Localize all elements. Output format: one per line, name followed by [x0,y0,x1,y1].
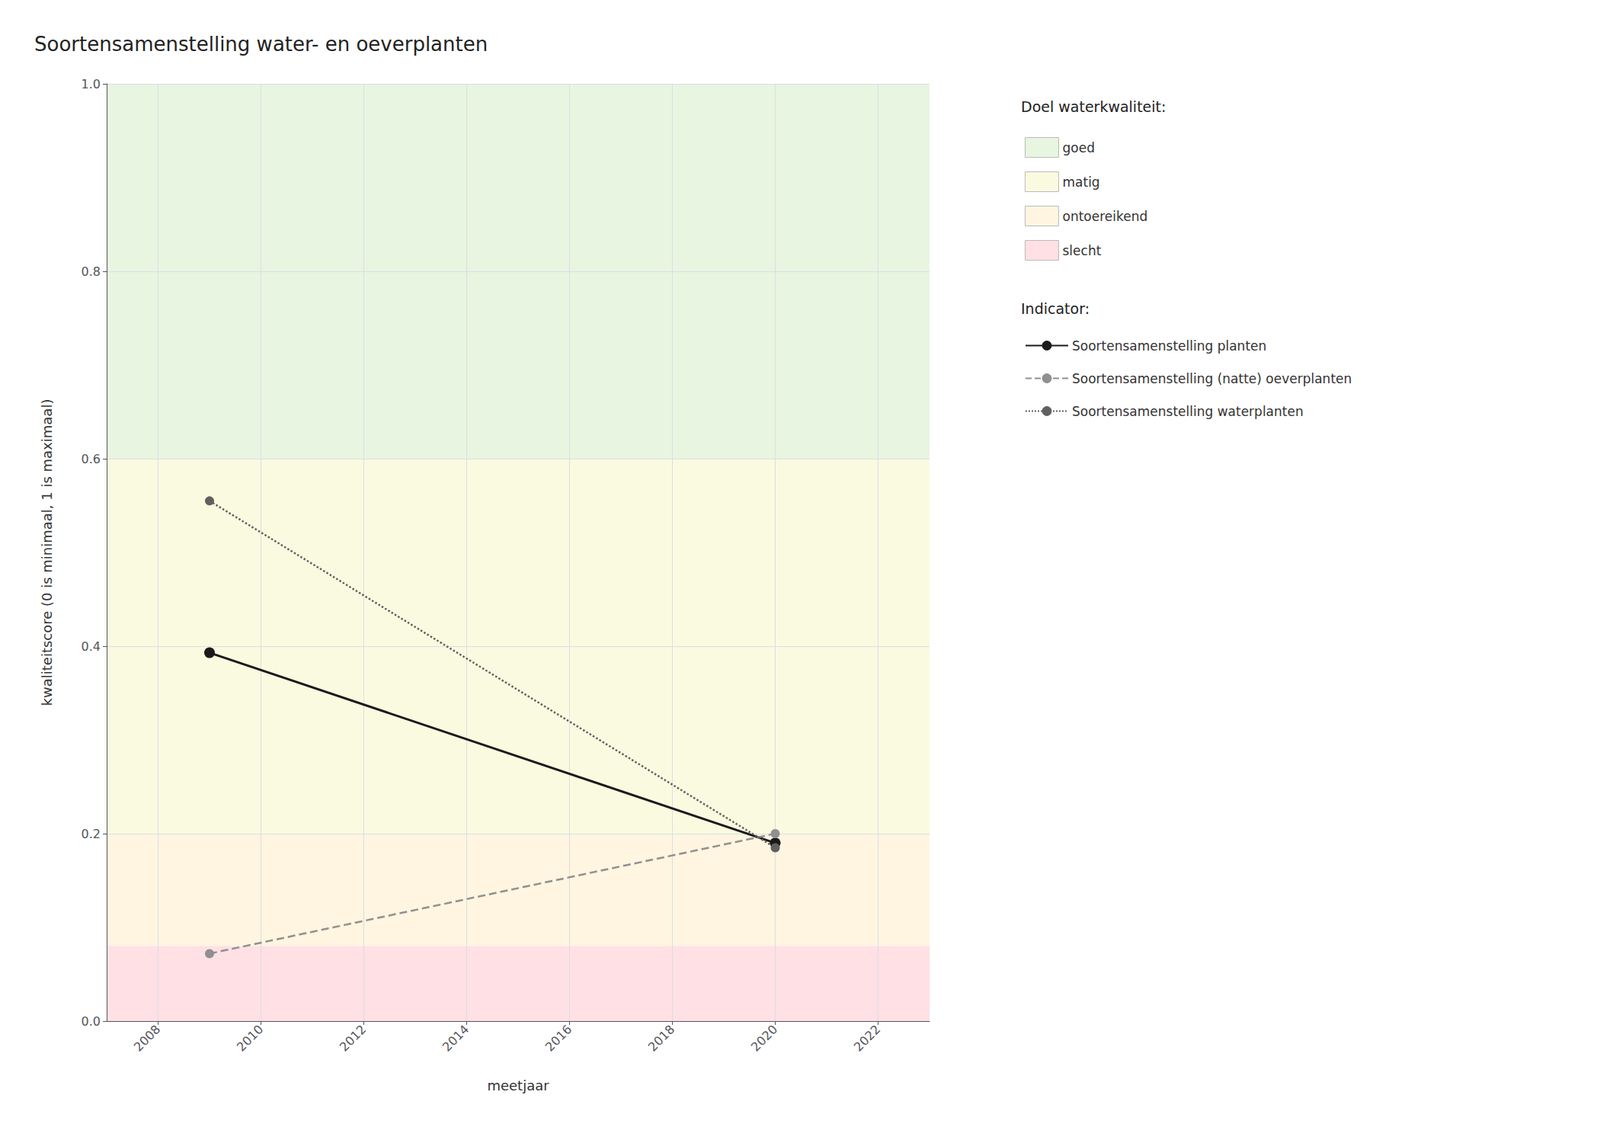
svg-text:kwaliteitscore (0 is minimaal,: kwaliteitscore (0 is minimaal, 1 is maxi… [38,399,55,707]
svg-text:Doel waterkwaliteit:: Doel waterkwaliteit: [1020,98,1166,116]
svg-text:0.2: 0.2 [81,826,101,842]
svg-text:0.6: 0.6 [81,451,101,467]
svg-text:Soortensamenstelling (natte) o: Soortensamenstelling (natte) oeverplante… [1072,371,1352,387]
svg-text:2012: 2012 [336,1021,369,1054]
svg-text:2014: 2014 [439,1021,472,1054]
svg-text:2018: 2018 [645,1021,678,1054]
svg-text:goed: goed [1062,140,1095,156]
svg-text:ontoereikend: ontoereikend [1062,208,1149,224]
svg-text:2022: 2022 [851,1021,884,1054]
svg-text:Indicator:: Indicator: [1020,300,1090,317]
svg-text:2016: 2016 [542,1021,575,1054]
svg-text:1.0: 1.0 [81,76,101,92]
svg-text:0.0: 0.0 [81,1014,101,1029]
svg-text:0.8: 0.8 [81,264,101,279]
svg-text:2020: 2020 [748,1021,781,1054]
svg-text:Soortensamenstelling planten: Soortensamenstelling planten [1072,338,1267,354]
svg-text:2008: 2008 [131,1021,164,1054]
svg-text:Soortensamenstelling water- en: Soortensamenstelling water- en oeverplan… [34,32,488,56]
svg-text:matig: matig [1062,174,1101,190]
svg-text:Soortensamenstelling waterplan: Soortensamenstelling waterplanten [1072,403,1304,420]
svg-text:0.4: 0.4 [81,639,101,654]
svg-text:2010: 2010 [233,1021,266,1054]
svg-text:meetjaar: meetjaar [486,1077,550,1094]
svg-text:slecht: slecht [1062,243,1102,259]
